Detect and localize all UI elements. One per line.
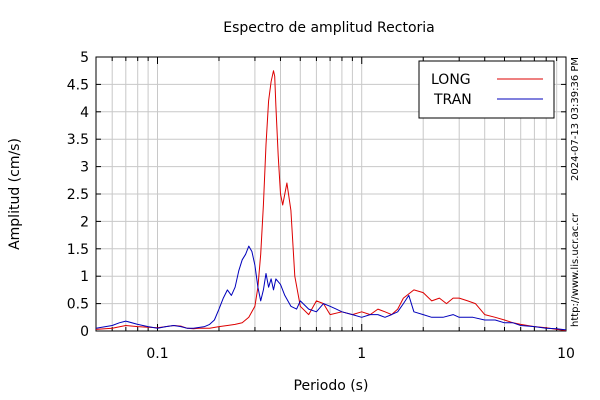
y-tick-label: 4.5 — [67, 77, 89, 93]
y-tick-label: 5 — [80, 50, 89, 66]
y-tick-label: 1.5 — [67, 242, 89, 258]
chart-title: Espectro de amplitud Rectoria — [223, 20, 435, 36]
y-tick-label: 3.5 — [67, 132, 89, 148]
x-axis-ticks: 0.1 1 10 — [95, 57, 575, 362]
y-tick-label: 3 — [80, 160, 89, 176]
y-tick-label: 2 — [80, 214, 89, 230]
timestamp-annotation: 2024-07-13 03:39:36 PM — [570, 57, 581, 181]
x-tick-label: 0.1 — [146, 346, 168, 362]
legend: LONG TRAN — [418, 60, 555, 119]
x-axis-label: Periodo (s) — [294, 378, 369, 394]
x-tick-label: 10 — [557, 346, 575, 362]
y-tick-label: 0.5 — [67, 297, 89, 313]
y-axis-label: Amplitud (cm/s) — [7, 138, 23, 250]
legend-label-long: LONG — [431, 72, 471, 88]
y-tick-label: 2.5 — [67, 187, 89, 203]
y-tick-label: 0 — [80, 324, 89, 340]
legend-label-tran: TRAN — [433, 92, 472, 108]
y-axis-ticks: 0 0.5 1 1.5 2 2.5 3 3.5 4 4.5 5 — [67, 50, 566, 340]
series-line-long — [95, 70, 567, 331]
y-tick-label: 4 — [80, 105, 89, 121]
legend-box — [418, 60, 555, 119]
url-annotation: http://www.lis.ucr.ac.cr — [570, 212, 581, 327]
series-line-tran — [95, 245, 567, 331]
y-tick-label: 1 — [80, 269, 89, 285]
x-tick-label: 1 — [357, 346, 366, 362]
series-lines — [95, 70, 567, 331]
